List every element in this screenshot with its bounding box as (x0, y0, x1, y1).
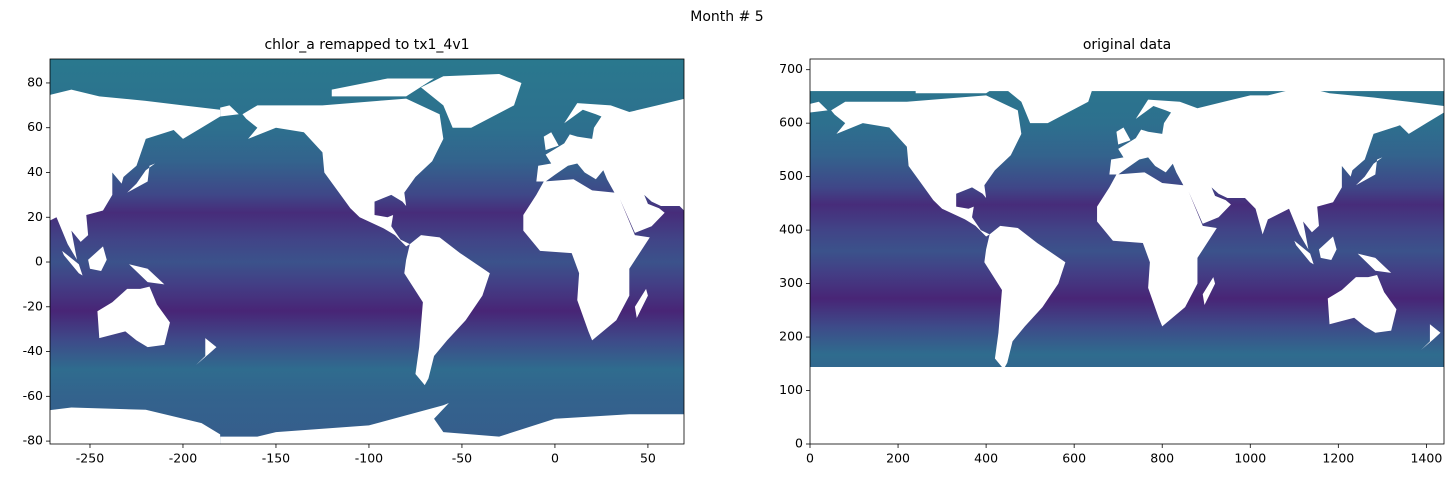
y-tick-label: 20 (27, 209, 43, 224)
y-tick-label: 700 (779, 61, 803, 76)
axes-title: original data (1083, 37, 1171, 53)
y-tick-label: 100 (779, 382, 803, 397)
y-tick-label: 0 (795, 436, 803, 451)
y-tick-label: -20 (23, 298, 43, 313)
x-tick-label: 200 (886, 451, 910, 466)
x-tick-label: 400 (974, 451, 998, 466)
x-tick-label: 0 (551, 451, 559, 466)
y-tick-label: -40 (23, 343, 43, 358)
x-tick-label: -200 (169, 451, 197, 466)
x-tick-label: -100 (355, 451, 383, 466)
y-tick-label: -60 (23, 388, 43, 403)
x-tick-label: 1200 (1322, 451, 1354, 466)
x-tick-label: 800 (1150, 451, 1174, 466)
map-image (50, 59, 684, 444)
x-tick-label: -250 (76, 451, 104, 466)
y-tick-label: 0 (35, 254, 43, 269)
y-tick-label: 600 (779, 115, 803, 130)
x-tick-label: -150 (262, 451, 290, 466)
y-tick-label: 60 (27, 119, 43, 134)
y-tick-label: 200 (779, 329, 803, 344)
axes-frame (809, 58, 1445, 445)
x-tick-label: 0 (806, 451, 814, 466)
x-tick-label: 50 (640, 451, 656, 466)
y-tick-label: 400 (779, 222, 803, 237)
axes-title: chlor_a remapped to tx1_4v1 (264, 37, 469, 53)
y-tick-label: -80 (23, 433, 43, 448)
map-image (810, 71, 1444, 444)
y-tick-label: 500 (779, 168, 803, 183)
y-tick-label: 300 (779, 275, 803, 290)
figure-title: Month # 5 (690, 9, 763, 25)
axes-frame (49, 58, 685, 445)
x-tick-label: 1000 (1234, 451, 1266, 466)
x-tick-label: -50 (452, 451, 472, 466)
x-tick-label: 600 (1062, 451, 1086, 466)
y-tick-label: 80 (27, 74, 43, 89)
y-tick-label: 40 (27, 164, 43, 179)
x-tick-label: 1400 (1410, 451, 1442, 466)
